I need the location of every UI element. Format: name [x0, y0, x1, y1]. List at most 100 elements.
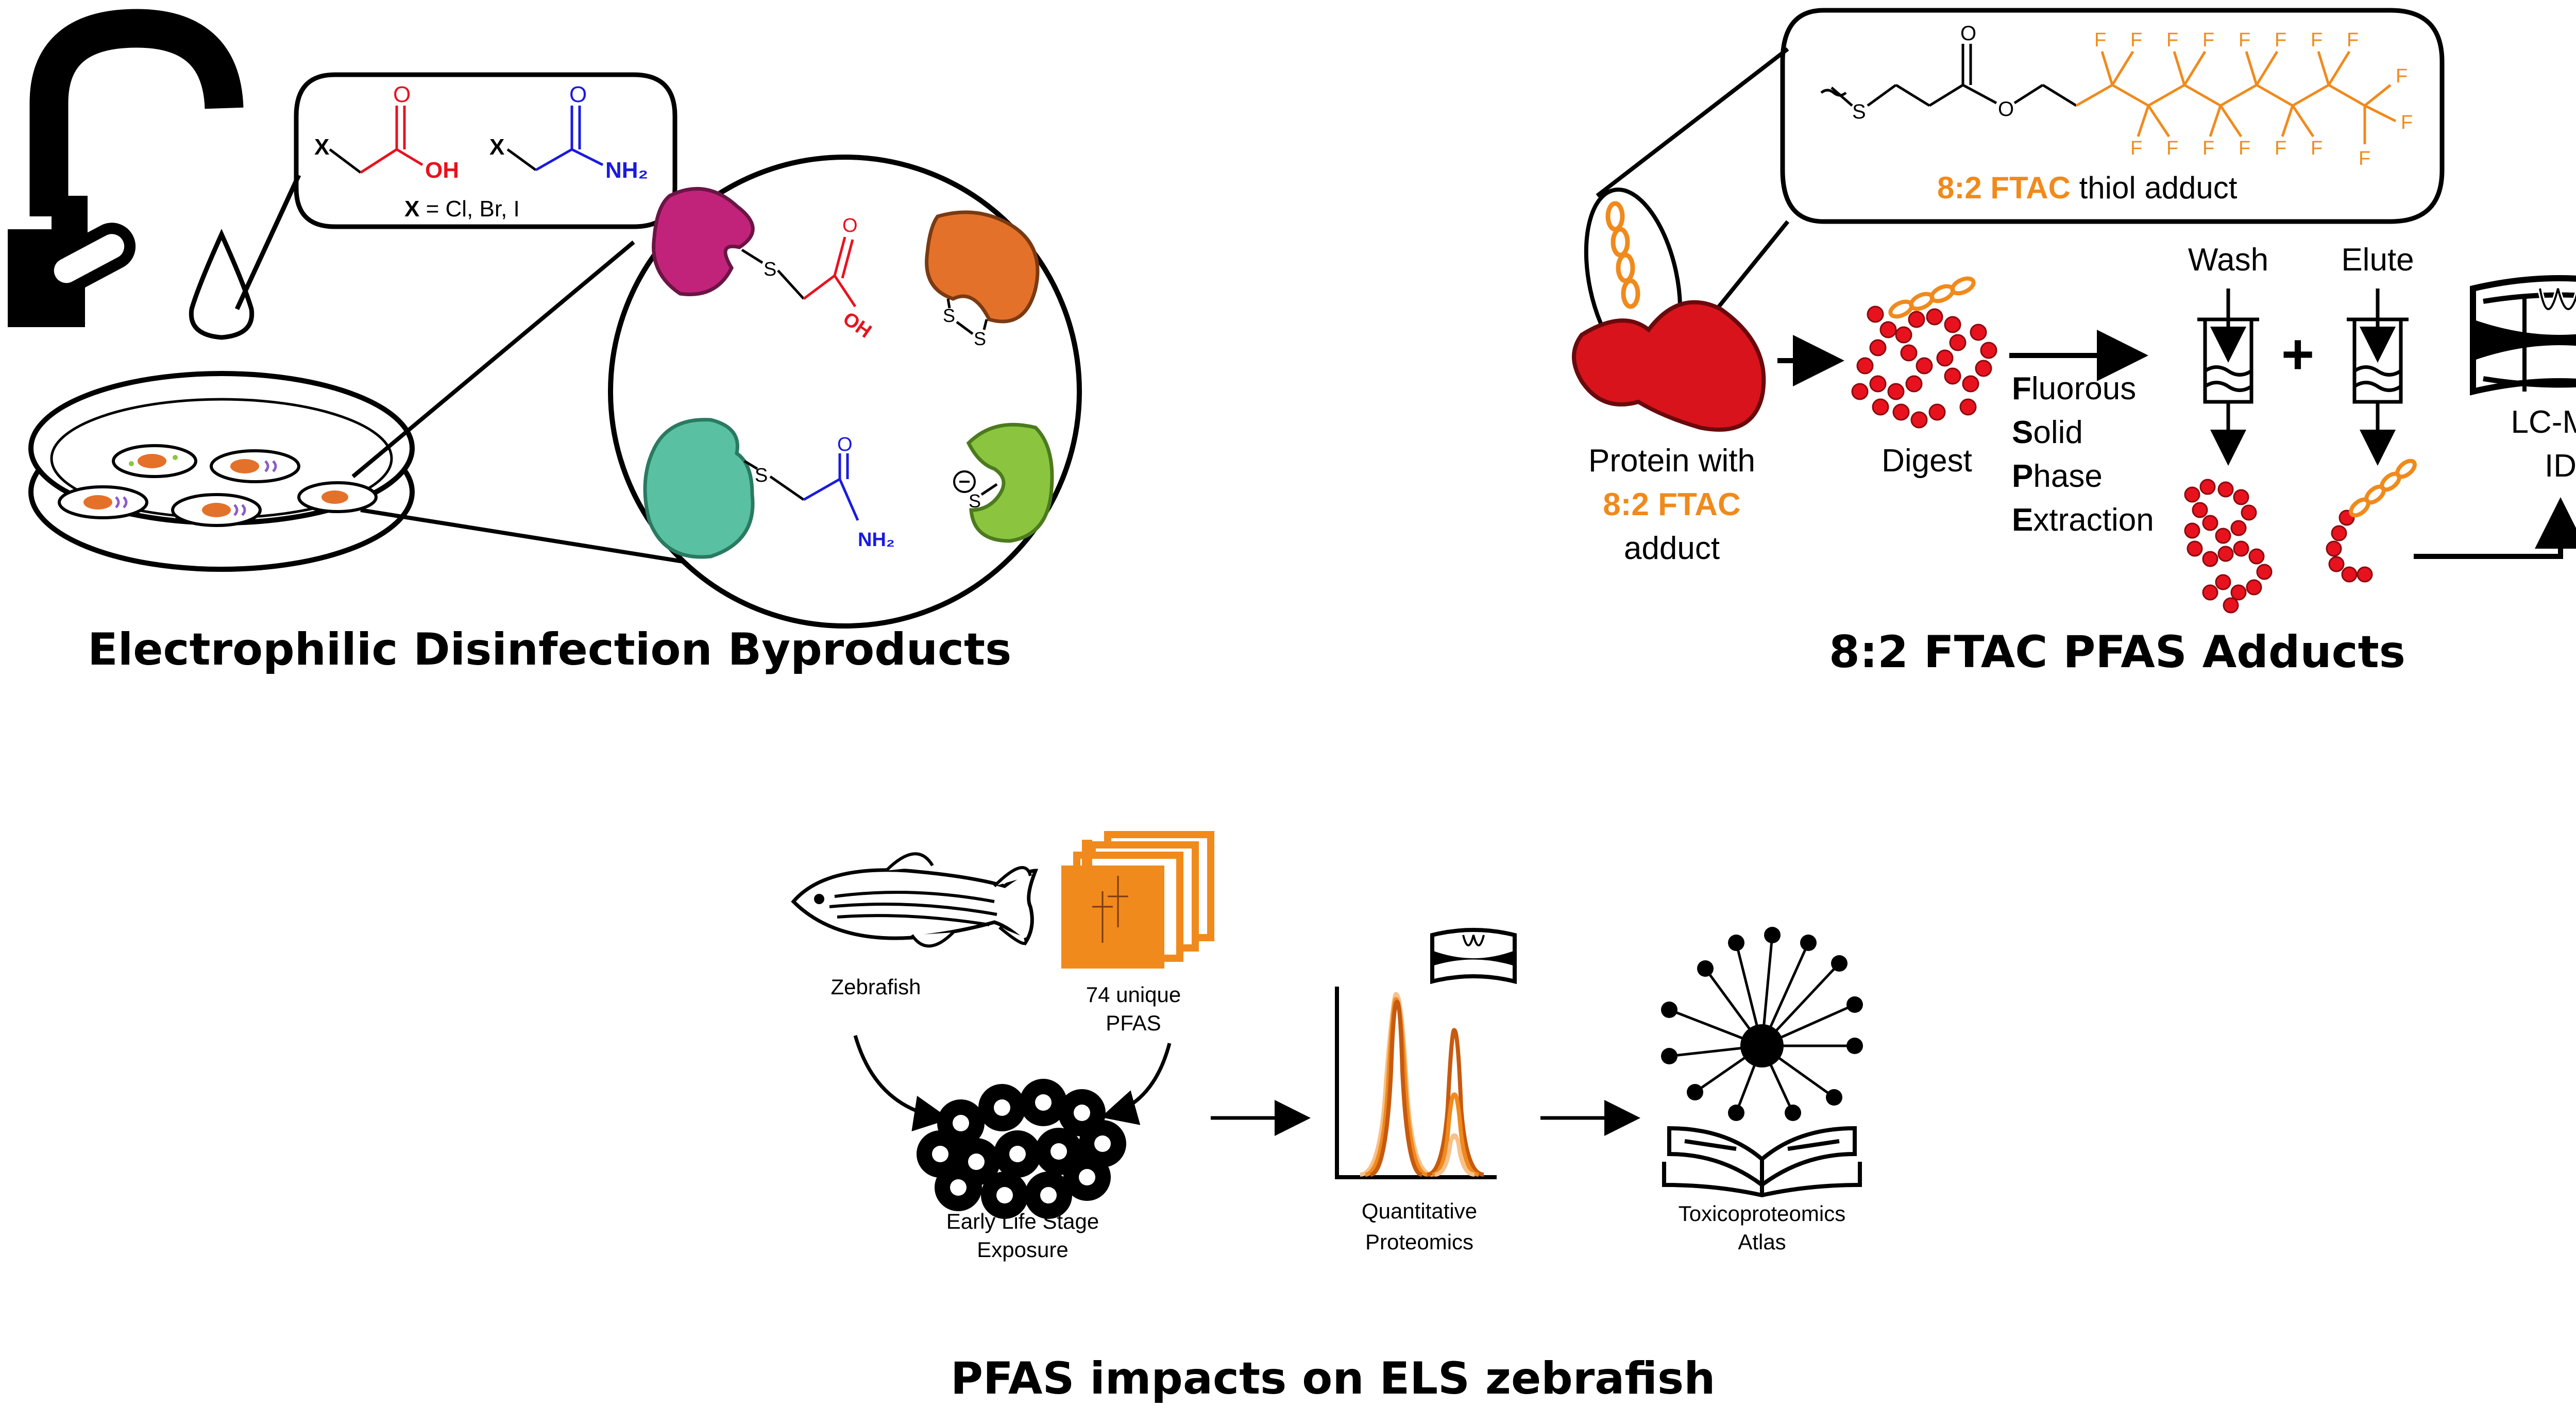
spe-cartridge-elute-icon [2347, 289, 2409, 466]
zebrafish-icon [791, 852, 1039, 948]
orange-protein-disulfide: S S [925, 210, 1040, 349]
pfas-library-icon [1061, 831, 1214, 969]
pfas-label-line2: PFAS [1106, 1011, 1161, 1035]
zoom-ss-b: S [974, 328, 986, 349]
fluorine-7: F [2311, 29, 2323, 51]
zebrafish-label: Zebrafish [831, 975, 921, 999]
panel3-title: PFAS impacts on ELS zebrafish [951, 1353, 1715, 1404]
cell-icon [210, 449, 300, 483]
protein-label-line2: 8:2 FTAC [1603, 487, 1741, 522]
petri-dish-icon [28, 371, 415, 572]
arrow-pfas-to-exposure [1100, 1043, 1172, 1125]
zoom-thiolate: S [969, 490, 981, 512]
adduct-label-ftac: 8:2 FTAC [1937, 171, 2071, 205]
zoom-line-top [351, 240, 635, 479]
protein-label-line3: adduct [1624, 531, 1720, 566]
digested-peptides-icon [1851, 306, 1997, 429]
lcms-label-line1: LC-MS [2511, 404, 2576, 440]
struct-o2: O [569, 82, 587, 107]
cell-icon [112, 444, 197, 478]
ftac-adduct-structure: S O O F F F F [1820, 22, 2413, 169]
wash-label: Wash [2188, 242, 2268, 278]
fluorine-17: F [2359, 148, 2370, 169]
faucet-icon [8, 9, 244, 327]
cell-icon [297, 481, 378, 513]
halide-legend-x: X [404, 196, 419, 222]
fspe-line-3: Phase [2012, 459, 2103, 494]
fluorine-3: F [2166, 29, 2178, 51]
pfas-label-line1: 74 unique [1086, 982, 1181, 1007]
adduct-label: 8:2 FTAC thiol adduct [1937, 171, 2238, 205]
struct-oh: OH [425, 158, 459, 183]
cell-icon [58, 485, 148, 519]
fluorine-9: F [2130, 138, 2142, 159]
struct-x2: X [489, 134, 504, 160]
digest-label: Digest [1882, 443, 1972, 479]
network-hub-icon [1661, 927, 1863, 1121]
ftac-protein-icon [1572, 300, 1766, 432]
fspe-line-2: Solid [2012, 415, 2083, 450]
magenta-protein-adduct: S O OH [652, 186, 875, 343]
struct-x1: X [314, 134, 329, 160]
panel1-title: Electrophilic Disinfection Byproducts [88, 624, 1011, 675]
struct-nh2: NH₂ [605, 158, 648, 183]
fluorine-15: F [2396, 65, 2408, 87]
quant-label-line2: Proteomics [1365, 1230, 1473, 1254]
mass-spec-small-icon [1430, 928, 1517, 985]
panel-zebrafish-pfas: Zebrafish 74 unique PFAS [791, 831, 1863, 1404]
haloacetic-acid-structure: X O OH [314, 82, 459, 183]
tox-label-line1: Toxicoproteomics [1679, 1201, 1845, 1226]
fluorine-11: F [2202, 138, 2214, 159]
quant-label-line1: Quantitative [1362, 1199, 1477, 1223]
halide-legend: X = Cl, Br, I [404, 196, 520, 222]
fluorine-1: F [2094, 29, 2106, 51]
elute-label: Elute [2341, 242, 2414, 278]
digest-chain-icon [1888, 276, 1976, 319]
lime-protein-thiolate: S [953, 422, 1054, 543]
els-label-line2: Exposure [977, 1237, 1068, 1262]
cell-icon [171, 493, 262, 527]
fluorine-12: F [2239, 138, 2250, 159]
struct-o1: O [393, 82, 411, 107]
eluted-peptide-icon [2326, 459, 2417, 583]
zoom-o1: O [842, 215, 858, 236]
zoom-o2: O [837, 434, 853, 455]
teal-protein-adduct: S O NH₂ [643, 418, 895, 559]
embryo-cluster-icon [917, 1079, 1126, 1219]
open-book-icon [1662, 1126, 1862, 1198]
callout-pointer [234, 174, 301, 310]
struct-o-ester: O [1998, 98, 2014, 121]
fspe-line-4: Extraction [2012, 502, 2154, 538]
mass-spec-icon [2470, 275, 2576, 396]
fluorine-6: F [2275, 29, 2286, 51]
adduct-structure-box [1780, 8, 2445, 224]
fluorine-5: F [2239, 29, 2250, 51]
arrow-zebrafish-to-exposure [853, 1035, 950, 1132]
haloacetamide-structure: X O NH₂ [489, 82, 648, 183]
fluorine-10: F [2166, 138, 2178, 159]
fspe-line-1: Fluorous [2012, 371, 2136, 406]
zoom-nh2: NH₂ [858, 529, 895, 551]
zoom-ss-a: S [943, 305, 955, 326]
fluorine-4: F [2202, 29, 2214, 51]
fluorine-8: F [2347, 29, 2359, 51]
zoom-s2: S [755, 465, 768, 486]
protein-label-line1: Protein with [1588, 443, 1755, 479]
halide-legend-rest: = Cl, Br, I [419, 196, 519, 222]
struct-s: S [1852, 100, 1866, 123]
panel-disinfection-byproducts: X O OH X O NH₂ X = Cl, Br, I [8, 9, 1082, 675]
fluorine-2: F [2130, 29, 2142, 51]
plus-sign: + [2281, 323, 2314, 386]
arrow-to-lcms [2414, 497, 2576, 559]
washed-peptides-icon [2184, 479, 2273, 614]
zoom-s1: S [764, 259, 776, 280]
spe-cartridge-wash-icon [2197, 289, 2259, 466]
panel-ftac-adducts: S O O F F F F [1572, 8, 2576, 678]
fluorine-14: F [2311, 138, 2323, 159]
zoom-line-bottom [360, 508, 732, 571]
lcms-label-line2: ID [2545, 448, 2576, 484]
tox-label-line2: Atlas [1738, 1230, 1786, 1254]
droplet-icon [189, 229, 255, 340]
fluorine-16: F [2401, 112, 2413, 133]
